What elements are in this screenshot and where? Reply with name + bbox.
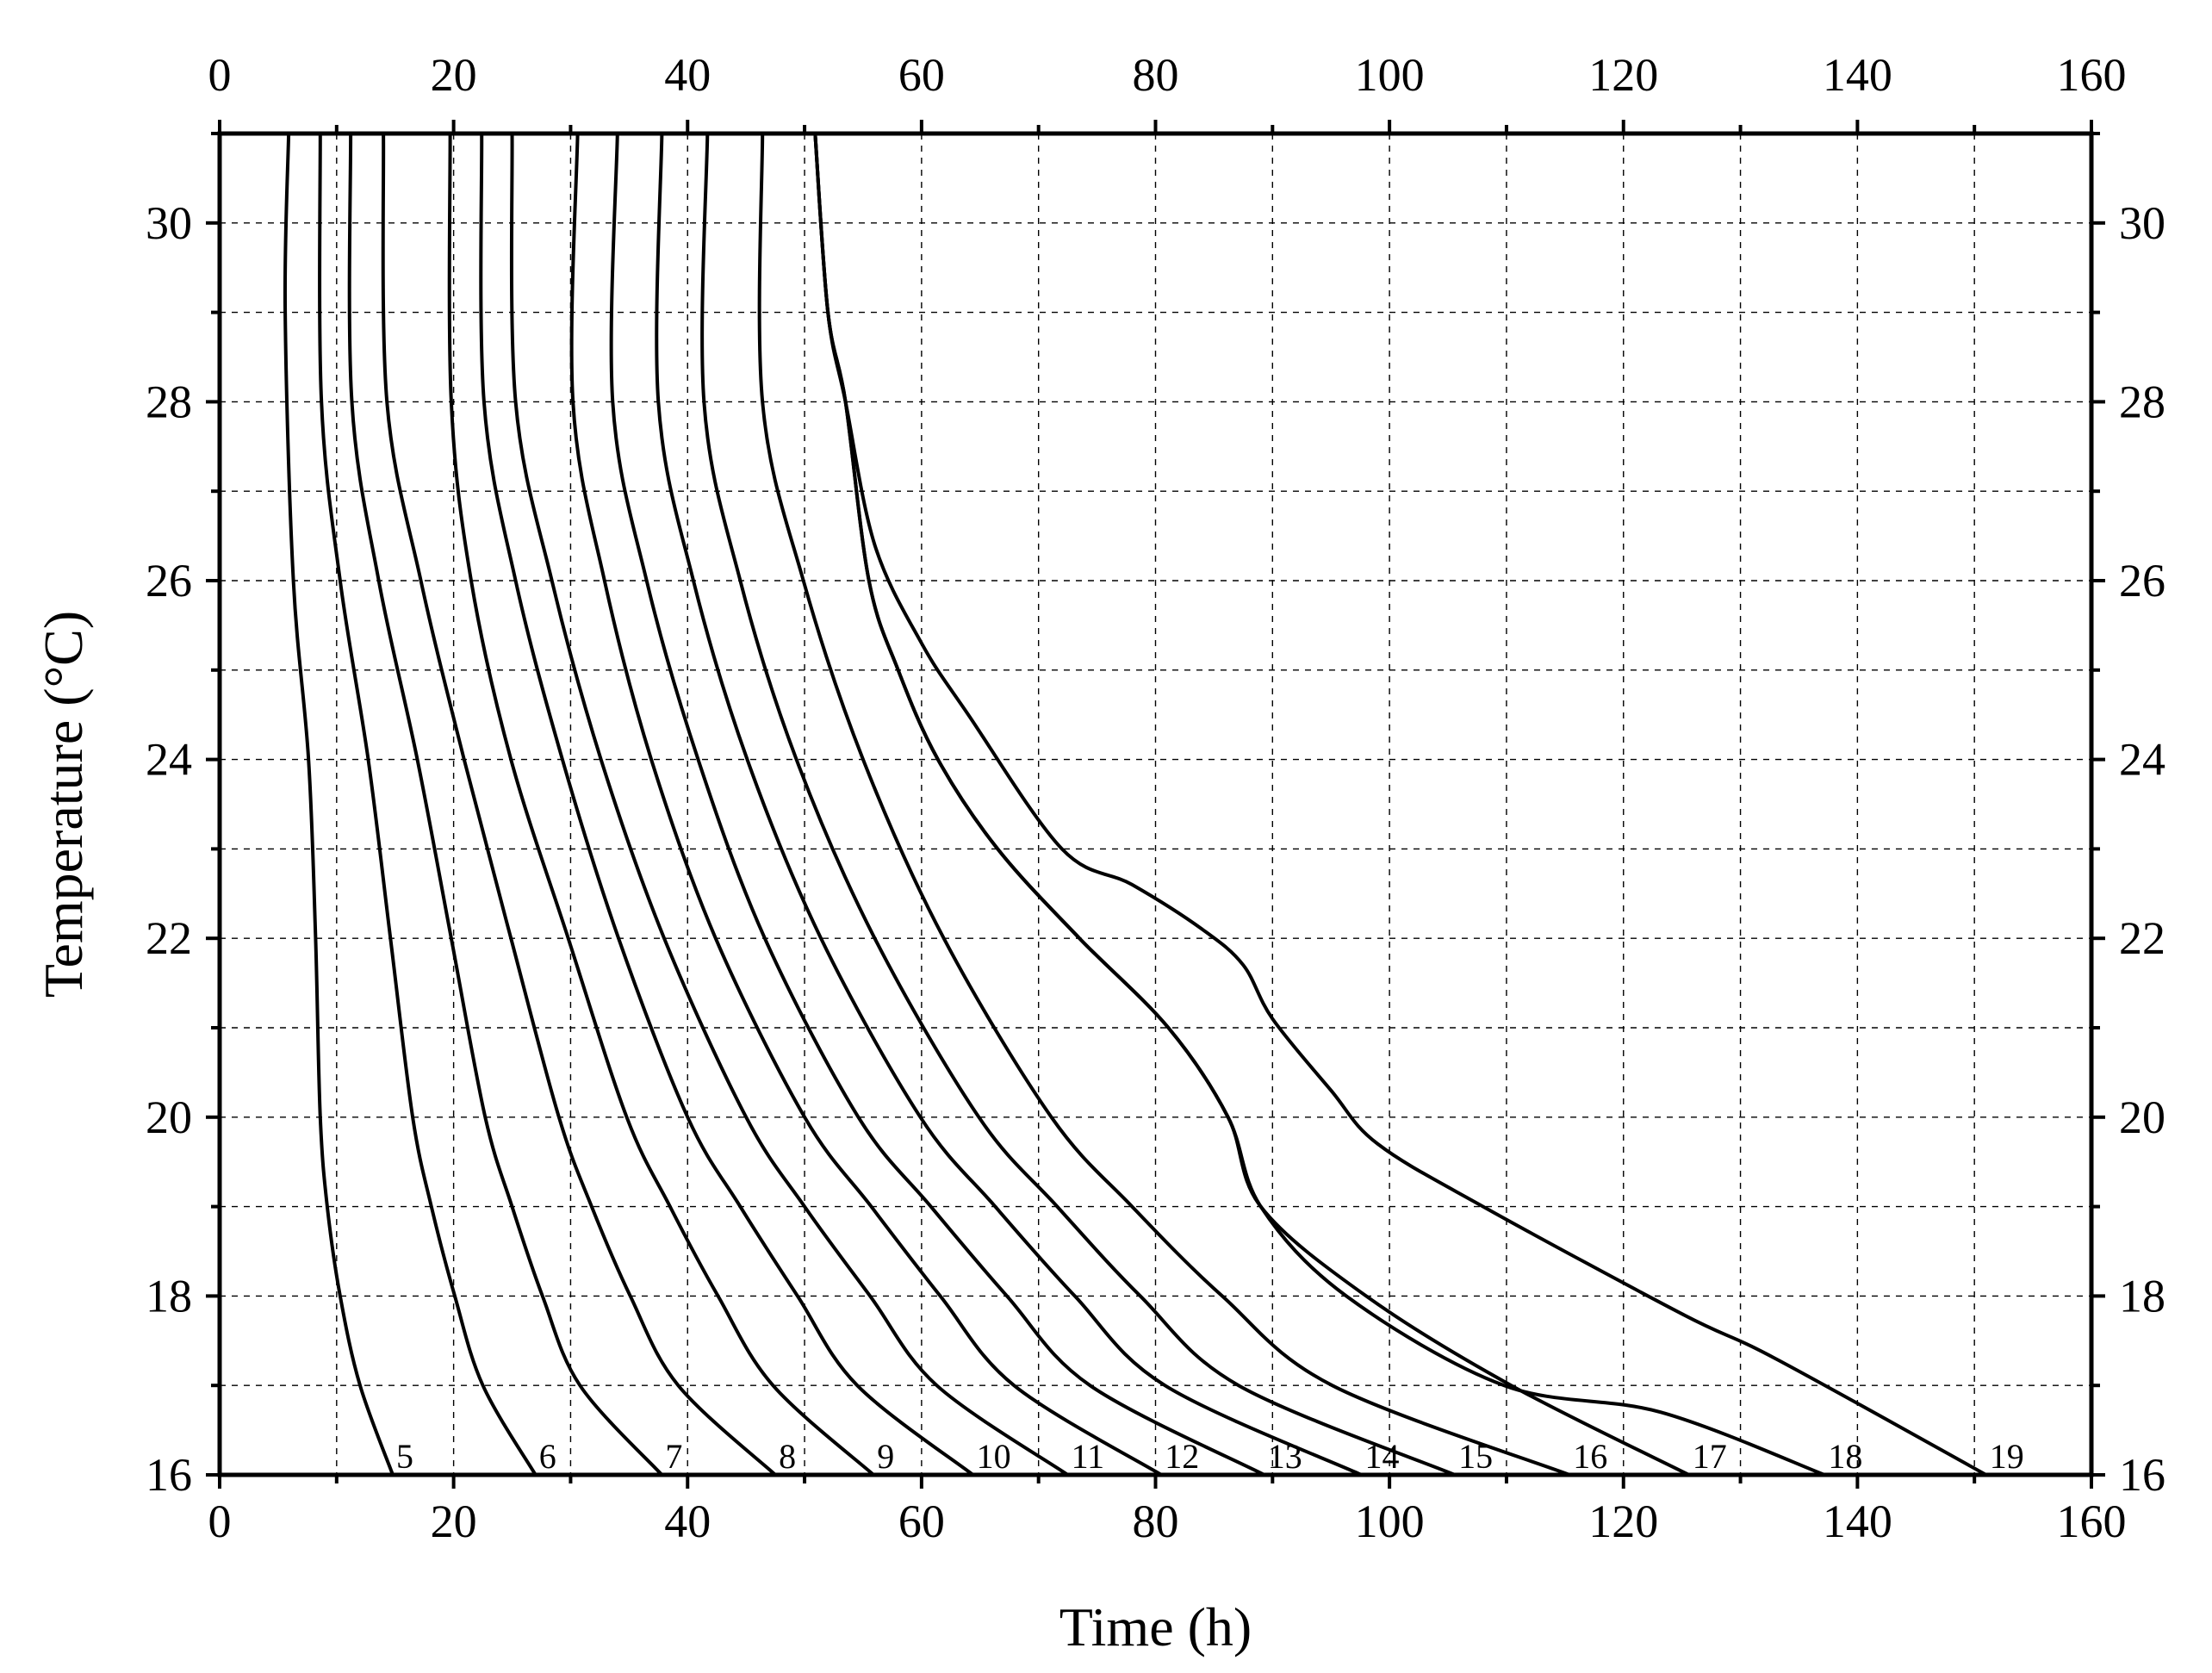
curve-label-16: 16 <box>1573 1437 1607 1476</box>
y-tick-label-right: 30 <box>2119 197 2165 249</box>
x-tick-label-top: 120 <box>1588 49 1658 101</box>
y-tick-label-left: 16 <box>146 1449 192 1501</box>
x-tick-label-top: 100 <box>1355 49 1425 101</box>
x-tick-label-bottom: 60 <box>898 1496 945 1547</box>
y-tick-label-left: 28 <box>146 376 192 427</box>
y-axis-title: Temperature (°C) <box>33 611 94 998</box>
x-tick-label-top: 20 <box>431 49 477 101</box>
curve-label-18: 18 <box>1828 1437 1862 1476</box>
y-tick-label-left: 30 <box>146 197 192 249</box>
curve-label-8: 8 <box>779 1437 796 1476</box>
y-tick-label-right: 28 <box>2119 376 2165 427</box>
curve-11 <box>509 133 1069 1477</box>
tick-labels: 0020204040606080801001001201201401401601… <box>146 49 2165 1547</box>
curve-8 <box>381 133 777 1477</box>
curve-10 <box>479 133 974 1477</box>
x-tick-label-bottom: 160 <box>2057 1496 2127 1547</box>
y-tick-label-right: 20 <box>2119 1091 2165 1143</box>
curve-16 <box>757 133 1571 1477</box>
curve-label-7: 7 <box>665 1437 682 1476</box>
x-tick-label-bottom: 20 <box>431 1496 477 1547</box>
curve-label-19: 19 <box>1990 1437 2024 1476</box>
curve-13 <box>609 133 1265 1477</box>
x-tick-label-bottom: 40 <box>664 1496 711 1547</box>
curve-label-17: 17 <box>1693 1437 1727 1476</box>
grid <box>220 134 2091 1475</box>
y-tick-label-right: 18 <box>2119 1270 2165 1322</box>
x-tick-label-bottom: 140 <box>1823 1496 1892 1547</box>
curve-15 <box>700 133 1456 1477</box>
curve-label-11: 11 <box>1072 1437 1105 1476</box>
curves <box>283 133 1987 1477</box>
curve-6 <box>318 133 537 1477</box>
curve-label-5: 5 <box>396 1437 413 1476</box>
x-tick-label-top: 0 <box>208 49 232 101</box>
ticks <box>206 120 2105 1489</box>
curve-19 <box>813 133 1987 1477</box>
curve-label-10: 10 <box>977 1437 1011 1476</box>
curve-labels: 5 6 7 8 9 10 11 12 13 14 15 16 17 18 19 <box>396 1437 2024 1476</box>
x-axis-title: Time (h) <box>1059 1596 1252 1657</box>
curve-7 <box>347 133 663 1477</box>
curve-label-9: 9 <box>877 1437 894 1476</box>
curve-label-15: 15 <box>1458 1437 1493 1476</box>
x-tick-label-top: 60 <box>898 49 945 101</box>
y-tick-label-right: 16 <box>2119 1449 2165 1501</box>
curve-18 <box>813 133 1826 1477</box>
curve-17 <box>813 133 1690 1477</box>
curve-14 <box>655 133 1363 1477</box>
plot-frame <box>217 131 2094 1477</box>
curve-label-13: 13 <box>1268 1437 1302 1476</box>
curve-12 <box>569 133 1163 1477</box>
x-tick-label-bottom: 120 <box>1588 1496 1658 1547</box>
y-tick-label-right: 22 <box>2119 912 2165 964</box>
x-tick-label-top: 40 <box>664 49 711 101</box>
y-tick-label-left: 20 <box>146 1091 192 1143</box>
y-tick-label-left: 26 <box>146 555 192 606</box>
x-tick-label-top: 160 <box>2057 49 2127 101</box>
y-tick-label-right: 26 <box>2119 555 2165 606</box>
x-tick-label-top: 80 <box>1133 49 1179 101</box>
curve-9 <box>447 133 875 1477</box>
y-tick-label-left: 22 <box>146 912 192 964</box>
x-tick-label-top: 140 <box>1823 49 1892 101</box>
curve-label-14: 14 <box>1365 1437 1400 1476</box>
curve-label-6: 6 <box>539 1437 556 1476</box>
x-tick-label-bottom: 80 <box>1133 1496 1179 1547</box>
y-tick-label-left: 24 <box>146 734 192 786</box>
x-tick-label-bottom: 0 <box>208 1496 232 1547</box>
y-tick-label-right: 24 <box>2119 734 2165 786</box>
curve-5 <box>283 133 395 1476</box>
y-tick-label-left: 18 <box>146 1270 192 1322</box>
curve-label-12: 12 <box>1165 1437 1199 1476</box>
x-tick-label-bottom: 100 <box>1355 1496 1425 1547</box>
